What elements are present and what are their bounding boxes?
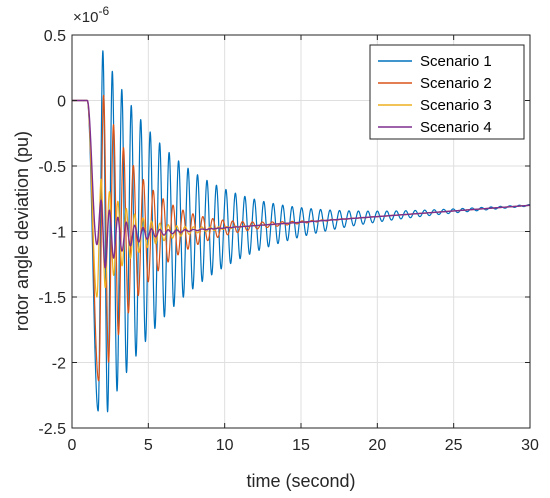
y-tick-label: -0.5 [38,159,66,176]
y-exponent: ×10-6 [73,4,109,26]
x-tick-labels: 0 5 10 15 20 25 30 [68,437,539,454]
series-line-scenario-4 [71,99,531,269]
x-tick-label: 0 [68,437,77,454]
y-tick-label: -2.5 [38,421,66,438]
y-tick-label: -1.5 [38,290,66,307]
x-tick-label: 20 [368,437,386,454]
legend: Scenario 1 Scenario 2 Scenario 3 Scenario 4 [369,44,525,140]
series-layer [71,50,531,413]
x-tick-label: 10 [216,437,234,454]
x-tick-label: 5 [144,437,153,454]
x-axis-label: time (second) [246,471,355,491]
x-tick-label: 30 [521,437,539,454]
x-tick-label: 15 [292,437,310,454]
legend-label: Scenario 3 [420,97,492,114]
legend-label: Scenario 4 [420,119,492,136]
y-axis-label: rotor angle deviation (pu) [12,131,32,331]
y-tick-label: 0 [57,94,66,111]
legend-label: Scenario 2 [420,75,492,92]
y-tick-label: -1 [52,225,66,242]
series-line-scenario-1 [71,50,531,413]
ticks [71,34,531,429]
x-tick-label: 25 [445,437,463,454]
y-tick-labels: 0.5 0 -0.5 -1 -1.5 -2 -2.5 [38,28,66,438]
y-tick-label: -2 [52,356,66,373]
legend-label: Scenario 1 [420,53,492,70]
y-tick-label: 0.5 [44,28,66,45]
